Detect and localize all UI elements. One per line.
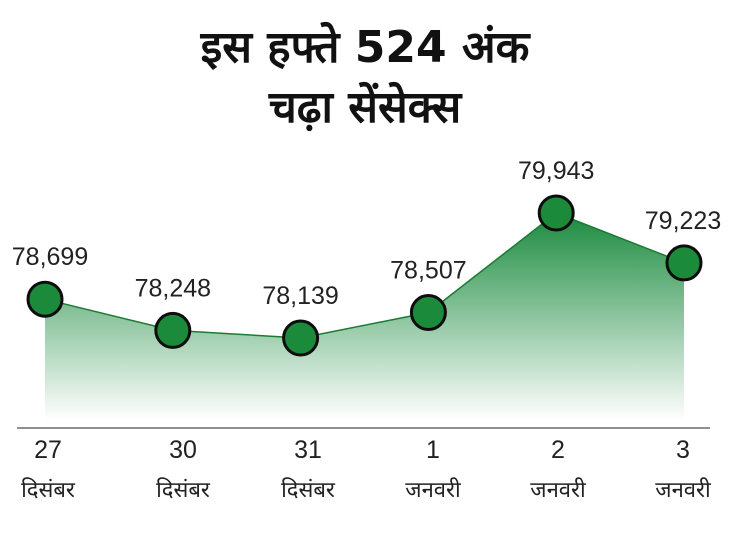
data-point-marker (26, 280, 64, 318)
area-fill (45, 213, 684, 420)
data-value-label: 78,139 (262, 282, 338, 310)
data-value-label: 78,507 (390, 257, 466, 285)
x-tick-month-label: दिसंबर (21, 477, 76, 503)
data-point-marker (409, 294, 447, 331)
x-tick-day-label: 2 (551, 436, 565, 464)
chart-title-line-2: चढ़ा सेंसेक्स (268, 82, 462, 133)
value-labels-layer: 78,699 78,248 78,139 78,507 79,943 79,223 (12, 157, 721, 310)
data-value-label: 78,699 (12, 243, 88, 271)
data-value-label: 78,248 (135, 274, 211, 302)
series-line (44, 212, 685, 339)
x-tick-day-label: 27 (34, 436, 62, 464)
data-point-marker (154, 311, 192, 349)
x-tick-labels: 27 दिसंबर 30 दिसंबर 31 दिसंबर 1 जनवरी 2 जनवरी 3 जनव… (21, 436, 711, 503)
data-point-marker (537, 194, 575, 232)
data-point-marker (282, 319, 320, 357)
area-layer (44, 212, 685, 420)
x-tick-day-label: 30 (169, 436, 197, 464)
chart-title: इस हफ्ते 524 अंक चढ़ा सेंसेक्स (0, 18, 730, 138)
x-tick-day-label: 3 (676, 436, 690, 464)
x-tick-month-label: जनवरी (655, 477, 711, 503)
data-point-marker (665, 244, 703, 282)
markers-layer (26, 194, 703, 357)
x-tick-month-label: दिसंबर (156, 477, 211, 503)
x-tick-month-label: दिसंबर (281, 477, 336, 503)
x-tick-month-label: जनवरी (530, 477, 586, 503)
chart-title-line-1: इस हफ्ते 524 अंक (200, 22, 530, 73)
data-value-label: 79,943 (518, 157, 594, 185)
x-tick-day-label: 31 (294, 436, 322, 464)
x-tick-month-label: जनवरी (405, 477, 461, 503)
x-tick-day-label: 1 (426, 436, 440, 464)
data-value-label: 79,223 (645, 207, 721, 235)
